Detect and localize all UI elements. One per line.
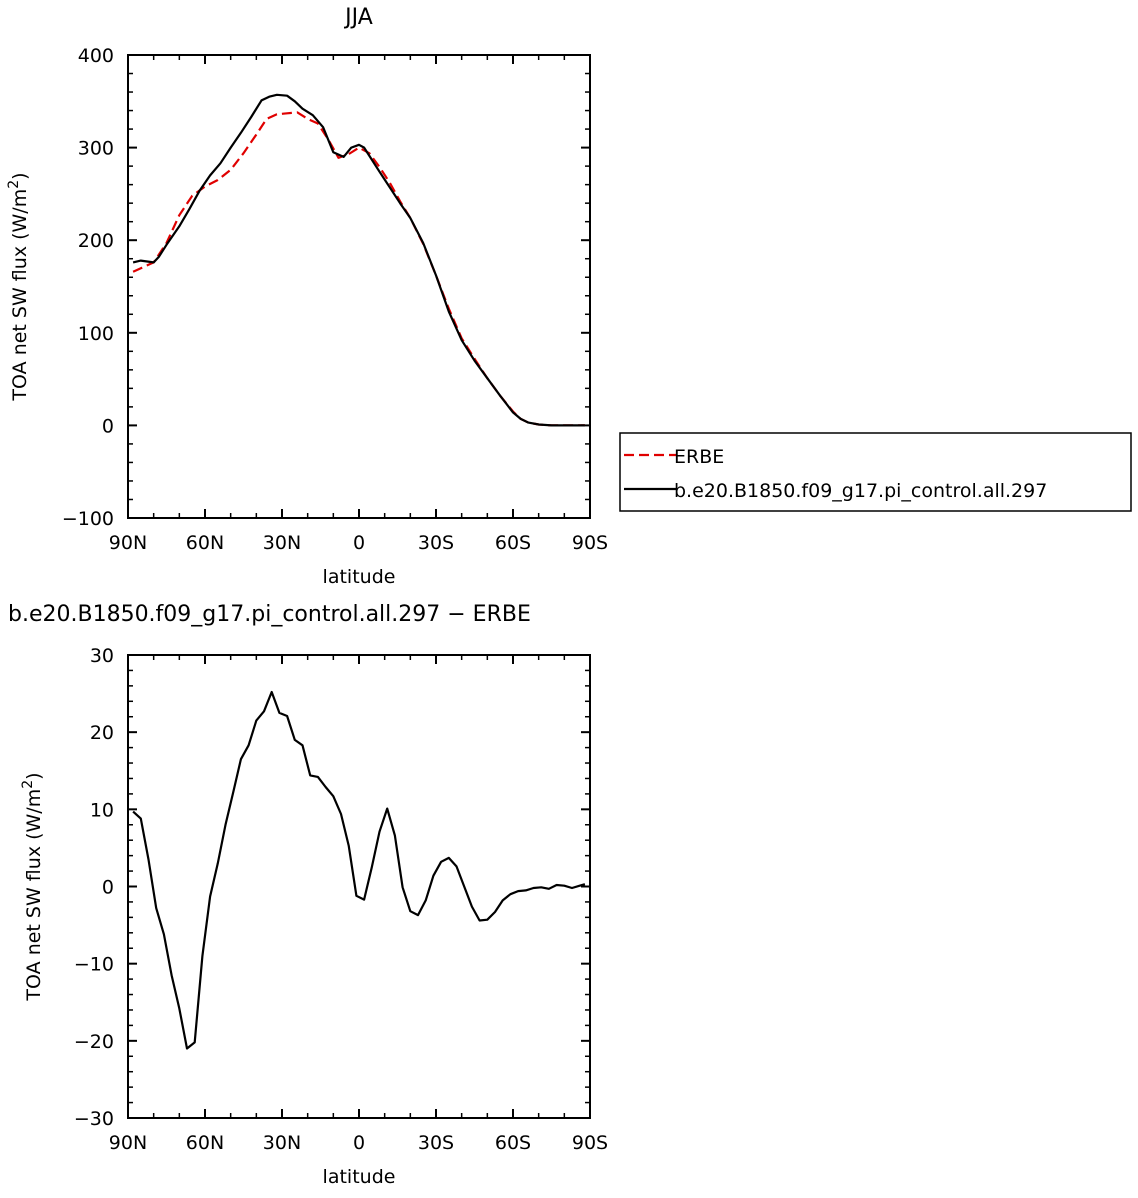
ylabel-superscript: 2 [6,180,22,189]
panel-title: JJA [343,5,373,30]
x-tick-label: 30S [418,532,454,554]
ylabel-tail: ) [9,172,31,179]
ylabel-tail: ) [23,772,45,779]
y-tick-label: 200 [78,230,114,252]
y-axis-title: TOA net SW flux (W/m2) [20,772,45,1001]
y-tick-label: −100 [62,508,114,530]
y-tick-label: −30 [74,1108,114,1130]
x-tick-label: 30N [263,1132,301,1154]
model-series-line [132,93,585,427]
y-tick-label: 30 [90,645,114,667]
plot-frame [127,54,591,519]
x-tick-label: 90N [109,1132,147,1154]
x-axis-title: latitude [323,566,396,588]
x-tick-label: 0 [353,1132,365,1154]
legend: ERBE b.e20.B1850.f09_g17.pi_control.all.2… [619,432,1132,512]
erbe-series-line [132,111,585,427]
x-tick-label: 90S [572,532,608,554]
y-tick-label: −10 [74,954,114,976]
legend-label-model: b.e20.B1850.f09_g17.pi_control.all.297 [674,480,1047,502]
y-tick-label: 400 [78,45,114,67]
legend-box [619,432,1132,512]
plot-frame [127,654,591,1119]
model-series-line [132,690,586,1050]
x-tick-label: 30N [263,532,301,554]
x-axis-title: latitude [323,1166,396,1188]
y-axis-title: TOA net SW flux (W/m2) [6,172,31,401]
x-tick-label: 60N [186,532,224,554]
y-tick-label: 0 [102,415,114,437]
x-tick-label: 30S [418,1132,454,1154]
y-tick-label: 10 [90,799,114,821]
x-tick-label: 0 [353,532,365,554]
x-tick-label: 90N [109,532,147,554]
y-tick-label: 20 [90,722,114,744]
ylabel-superscript: 2 [20,780,36,789]
y-tick-label: −20 [74,1031,114,1053]
x-tick-label: 60S [495,532,531,554]
bottom-panel: 90N 60N 30N 0 30S 60S 90S −30 −20 −10 0 10 20 30 latit… [8,602,608,1188]
y-tick-label: 100 [78,323,114,345]
top-panel: 90N 60N 30N 0 30S 60S 90S −100 0 100 200 300 400 lati… [6,5,608,588]
y-tick-label: 300 [78,138,114,160]
y-tick-label: 0 [102,877,114,899]
x-tick-label: 90S [572,1132,608,1154]
panel-title: b.e20.B1850.f09_g17.pi_control.all.297 −… [8,602,531,627]
x-tick-label: 60N [186,1132,224,1154]
x-tick-label: 60S [495,1132,531,1154]
legend-label-erbe: ERBE [674,446,724,468]
